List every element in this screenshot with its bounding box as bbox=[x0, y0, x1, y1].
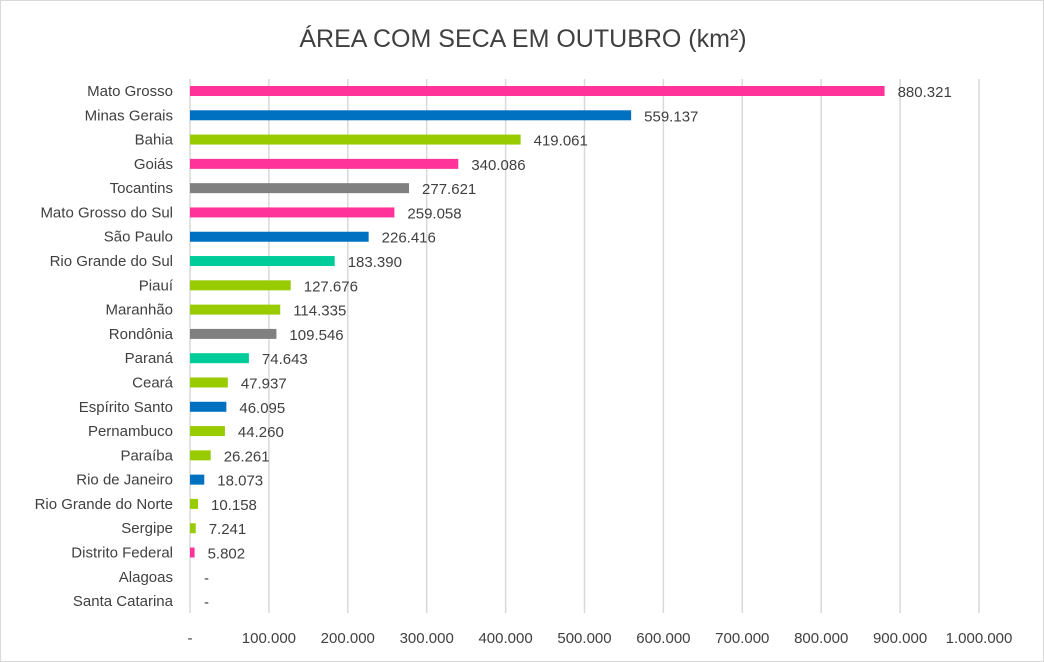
bar bbox=[190, 523, 196, 534]
x-tick-label: 1.000.000 bbox=[946, 630, 1013, 647]
bar bbox=[190, 231, 369, 242]
category-label: Espírito Santo bbox=[79, 399, 173, 416]
data-label: 419.061 bbox=[534, 133, 588, 150]
bar bbox=[190, 401, 227, 412]
category-label: Mato Grosso bbox=[87, 83, 173, 100]
category-label: Minas Gerais bbox=[85, 107, 173, 124]
bar bbox=[190, 304, 281, 315]
data-label: 74.643 bbox=[262, 351, 308, 368]
bar bbox=[190, 353, 249, 364]
data-label: 44.260 bbox=[238, 424, 284, 441]
category-label: Rio Grande do Norte bbox=[35, 496, 173, 513]
x-tick-label: 800.000 bbox=[794, 630, 848, 647]
category-label: Paraíba bbox=[120, 447, 173, 464]
x-tick-label: 400.000 bbox=[478, 630, 532, 647]
data-label: 46.095 bbox=[239, 400, 285, 417]
category-label: Bahia bbox=[135, 132, 174, 149]
category-label: Rondônia bbox=[109, 326, 174, 343]
bar bbox=[190, 134, 521, 145]
category-label: Goiás bbox=[134, 156, 173, 173]
category-label: Santa Catarina bbox=[73, 593, 174, 610]
x-tick-label: 900.000 bbox=[873, 630, 927, 647]
bar bbox=[190, 547, 195, 558]
data-label: 880.321 bbox=[898, 84, 952, 101]
category-label: Sergipe bbox=[121, 520, 173, 537]
bar bbox=[190, 426, 225, 437]
category-label: Alagoas bbox=[119, 569, 173, 586]
bar bbox=[190, 280, 291, 291]
data-label: - bbox=[204, 594, 209, 611]
x-tick-label: 600.000 bbox=[636, 630, 690, 647]
data-label: 340.086 bbox=[471, 157, 525, 174]
bar bbox=[190, 110, 632, 121]
data-label: 127.676 bbox=[304, 278, 358, 295]
category-label: Rio de Janeiro bbox=[76, 472, 173, 489]
bar bbox=[190, 86, 885, 96]
x-tick-label: 100.000 bbox=[242, 630, 296, 647]
data-label: 10.158 bbox=[211, 497, 257, 514]
category-label: Maranhão bbox=[105, 302, 173, 319]
category-label: Paraná bbox=[125, 350, 174, 367]
bar bbox=[190, 328, 277, 339]
category-label: São Paulo bbox=[104, 229, 173, 246]
x-tick-label: 700.000 bbox=[715, 630, 769, 647]
category-label: Mato Grosso do Sul bbox=[40, 204, 173, 221]
category-label: Tocantins bbox=[110, 180, 173, 197]
data-label: - bbox=[204, 570, 209, 587]
category-label: Ceará bbox=[132, 374, 174, 391]
data-label: 5.802 bbox=[208, 546, 246, 563]
bar bbox=[190, 498, 199, 509]
x-tick-label: 500.000 bbox=[557, 630, 611, 647]
data-label: 559.137 bbox=[644, 108, 698, 125]
bar bbox=[190, 450, 211, 461]
category-label: Pernambuco bbox=[88, 423, 173, 440]
category-label: Piauí bbox=[139, 277, 174, 294]
bar bbox=[190, 207, 395, 218]
data-label: 109.546 bbox=[289, 327, 343, 344]
data-label: 47.937 bbox=[241, 375, 287, 392]
data-label: 277.621 bbox=[422, 181, 476, 198]
bar bbox=[190, 377, 228, 388]
category-label: Distrito Federal bbox=[71, 545, 173, 562]
data-label: 226.416 bbox=[382, 230, 436, 247]
bar bbox=[190, 256, 335, 267]
data-label: 26.261 bbox=[224, 448, 270, 465]
category-label: Rio Grande do Sul bbox=[50, 253, 173, 270]
x-tick-label: 200.000 bbox=[321, 630, 375, 647]
x-tick-label: 300.000 bbox=[400, 630, 454, 647]
x-tick-label: - bbox=[188, 630, 193, 647]
data-label: 114.335 bbox=[293, 303, 346, 320]
data-label: 18.073 bbox=[217, 473, 263, 490]
data-label: 259.058 bbox=[407, 205, 461, 222]
chart-title: ÁREA COM SECA EM OUTUBRO (km²) bbox=[299, 24, 746, 53]
data-label: 183.390 bbox=[348, 254, 402, 271]
bar bbox=[190, 474, 205, 485]
bar bbox=[190, 183, 410, 194]
data-label: 7.241 bbox=[209, 521, 247, 538]
bar bbox=[190, 158, 459, 169]
